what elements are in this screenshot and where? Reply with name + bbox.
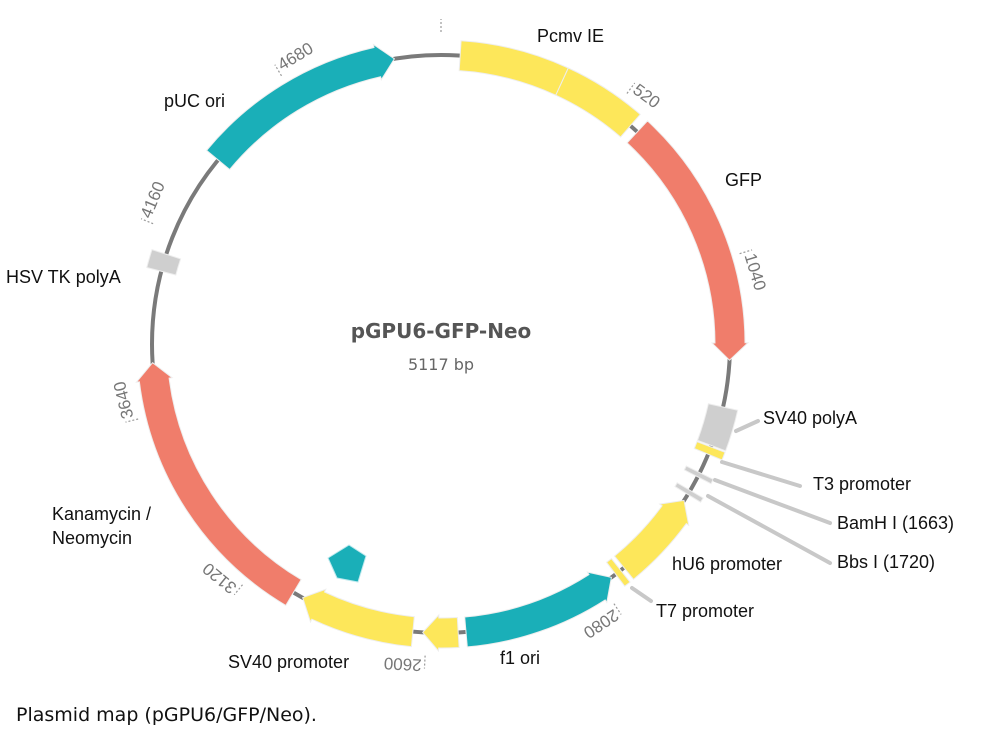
feature-hsv-tk-polya[interactable] (146, 248, 182, 276)
label-pcmv-ie: Pcmv IE (537, 26, 604, 46)
tick-label-2600: 2600 (383, 654, 422, 675)
feature-sv40-polya[interactable] (696, 403, 739, 452)
plasmid-name: pGPU6-GFP-Neo (351, 319, 532, 343)
tick-mark (423, 655, 426, 669)
ori-marker-shape (327, 544, 367, 583)
leader-lines (630, 419, 832, 603)
label-sv40-promoter: SV40 promoter (228, 652, 349, 672)
tick-label-520: 520 (629, 80, 663, 112)
feature-gfp[interactable] (626, 120, 750, 361)
label-hsv-tk-polya: HSV TK polyA (6, 267, 121, 287)
feature-sv40-promoter[interactable] (302, 588, 415, 648)
label-kanamycin-line1: Kanamycin / (52, 504, 151, 524)
leader-t3 (720, 460, 802, 488)
leader-sv40-polya (734, 419, 760, 433)
tick-label-1040: 1040 (741, 251, 770, 293)
feature-f1-ori[interactable] (464, 571, 612, 648)
feature-t7-promoter[interactable] (605, 557, 631, 587)
label-f1-ori: f1 ori (500, 648, 540, 668)
feature-pcmv-ie[interactable] (555, 67, 641, 138)
label-gfp: GFP (725, 170, 762, 190)
label-bamhi: BamH I (1663) (837, 513, 954, 533)
figure-caption: Plasmid map (pGPU6/GFP/Neo). (16, 704, 317, 726)
plasmid-size: 5117 bp (408, 355, 474, 374)
feature-hu6-promoter[interactable] (613, 499, 690, 581)
label-t7-promoter: T7 promoter (656, 601, 754, 621)
feature-pcmv-ie[interactable] (458, 40, 569, 96)
leader-bbsi (706, 494, 832, 565)
feature-t3-promoter[interactable] (693, 440, 726, 461)
feature-bbs-i-1720[interactable] (674, 482, 704, 503)
feature-kanamycin-neomycin[interactable] (135, 362, 302, 607)
features (135, 40, 750, 653)
label-t3-promoter: T3 promoter (813, 474, 911, 494)
label-puc-ori: pUC ori (164, 91, 225, 111)
feature-puc-ori[interactable] (205, 43, 396, 171)
leader-bamhi (713, 478, 832, 525)
label-kanamycin-line2: Neomycin (52, 528, 132, 548)
tick-label-4160: 4160 (137, 179, 169, 221)
label-hu6-promoter: hU6 promoter (672, 554, 782, 574)
leader-t7 (630, 586, 653, 603)
feature-unnamed[interactable] (422, 613, 460, 653)
label-bbsi: Bbs I (1720) (837, 552, 935, 572)
feature-bamh-i-1663[interactable] (683, 465, 714, 485)
label-sv40-polya: SV40 polyA (763, 408, 857, 428)
tick-label-3640: 3640 (110, 379, 138, 420)
